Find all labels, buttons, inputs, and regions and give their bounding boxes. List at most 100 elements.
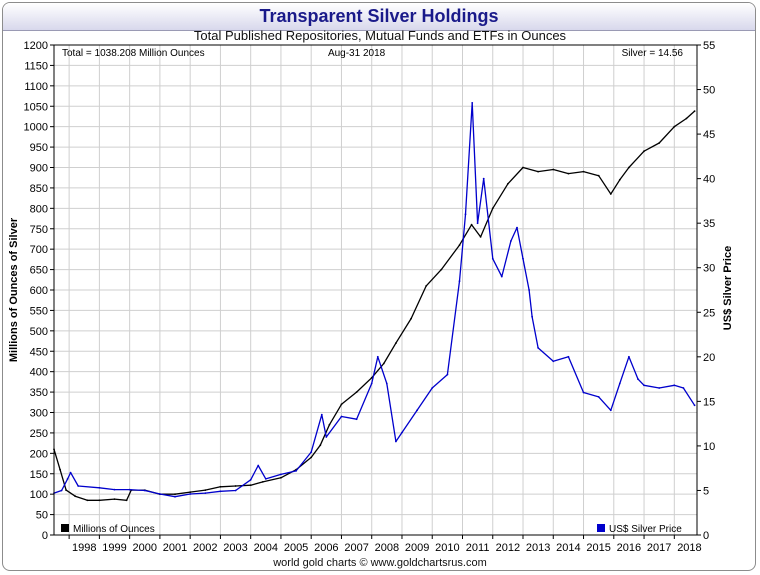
right-tick-label: 15 <box>703 396 715 408</box>
silver-price-point <box>295 470 297 472</box>
silver-price-point <box>522 257 524 260</box>
silver-price-point <box>395 440 397 443</box>
silver-price-point <box>401 431 403 434</box>
silver-price-point <box>66 478 69 480</box>
x-tick-label: 2014 <box>556 542 580 554</box>
holdings-point <box>74 495 77 498</box>
silver-price-point <box>340 415 343 418</box>
silver-price-point <box>682 387 685 389</box>
x-tick-label: 2006 <box>314 542 338 554</box>
holdings-point <box>370 376 373 379</box>
left-tick-label: 100 <box>30 489 48 501</box>
left-axis-label: Millions of Ounces of Silver <box>8 217 20 362</box>
holdings-point <box>86 499 89 502</box>
silver-price-point <box>376 355 379 358</box>
silver-price-point <box>143 489 146 492</box>
silver-price-point <box>98 486 101 489</box>
silver-price-point <box>325 436 328 438</box>
left-tick-label: 250 <box>30 428 48 440</box>
holdings-point <box>355 391 358 393</box>
silver-price-point <box>628 355 630 358</box>
holdings-point <box>395 342 397 344</box>
right-tick-label: 55 <box>703 40 715 52</box>
right-tick-label: 5 <box>703 485 709 497</box>
holdings-point <box>382 362 385 365</box>
x-tick-label: 2012 <box>496 542 520 554</box>
silver-price-point <box>60 489 63 492</box>
title-bar: Transparent Silver Holdings <box>3 3 755 31</box>
left-tick-label: 1000 <box>24 122 48 134</box>
holdings-point <box>204 489 207 491</box>
left-tick-label: 450 <box>30 346 48 358</box>
holdings-point <box>618 178 621 181</box>
x-tick-label: 2003 <box>223 542 247 554</box>
legend-swatch-holdings <box>61 524 69 532</box>
holdings-point <box>65 489 67 491</box>
chart-credit: world gold charts © www.goldchartsrus.co… <box>273 557 487 569</box>
silver-price-point <box>174 495 176 498</box>
x-tick-label: 2001 <box>163 542 187 554</box>
left-tick-label: 350 <box>30 387 48 399</box>
left-tick-label: 50 <box>36 510 48 522</box>
x-tick-label: 2007 <box>344 542 368 554</box>
holdings-point <box>249 484 252 487</box>
holdings-point <box>340 403 343 406</box>
silver-price-point <box>257 464 260 467</box>
right-tick-label: 35 <box>703 218 715 230</box>
holdings-point <box>658 142 661 144</box>
silver-price-point <box>464 213 467 216</box>
left-tick-label: 950 <box>30 142 48 154</box>
left-tick-label: 650 <box>30 265 48 277</box>
silver-price-point <box>159 493 161 495</box>
holdings-point <box>98 499 101 502</box>
silver-price-point <box>370 382 373 385</box>
holdings-point <box>189 491 192 493</box>
x-tick-label: 2005 <box>284 542 308 554</box>
x-tick-label: 2017 <box>647 542 671 554</box>
left-tick-label: 500 <box>30 326 48 338</box>
series-lines <box>53 102 696 502</box>
silver-price-point <box>637 378 639 380</box>
plot-border <box>53 44 698 536</box>
silver-price-point <box>458 280 461 282</box>
silver-price-point <box>204 492 207 494</box>
holdings-point <box>597 174 600 177</box>
holdings-point <box>491 207 494 210</box>
silver-price-point <box>643 384 645 387</box>
holdings-point <box>125 499 128 502</box>
right-tick-label: 40 <box>703 174 715 186</box>
silver-price-point <box>249 478 252 481</box>
silver-price-point <box>471 102 474 104</box>
holdings-point <box>673 125 676 128</box>
right-tick-label: 0 <box>703 530 709 542</box>
silver-price-point <box>385 382 388 385</box>
silver-price-point <box>219 490 222 493</box>
left-tick-label: 750 <box>30 224 48 236</box>
holdings-point <box>582 170 585 173</box>
silver-price-point <box>280 473 282 476</box>
left-tick-label: 900 <box>30 163 48 175</box>
legend-label-silver-price: US$ Silver Price <box>609 524 682 535</box>
silver-price-point <box>431 387 434 389</box>
holdings-point <box>310 456 313 459</box>
silver-price-point <box>482 177 485 180</box>
silver-price-point <box>310 451 313 453</box>
left-tick-label: 1050 <box>24 101 48 113</box>
holdings-point <box>567 172 570 175</box>
silver-price-point <box>113 488 116 491</box>
holdings-point <box>552 168 555 171</box>
silver-price-point <box>69 471 72 474</box>
holdings-point <box>479 236 482 238</box>
x-tick-label: 2009 <box>405 542 429 554</box>
left-tick-label: 200 <box>30 448 48 460</box>
holdings-point <box>458 244 461 247</box>
annotation-silver-price: Silver = 14.56 <box>622 48 684 59</box>
silver-price-point <box>77 485 80 487</box>
silver-price-point <box>234 489 237 492</box>
holdings-point <box>319 444 322 447</box>
left-tick-label: 400 <box>30 367 48 379</box>
silver-price-point <box>552 360 555 363</box>
x-tick-label: 2013 <box>526 542 550 554</box>
right-tick-label: 30 <box>703 263 715 275</box>
